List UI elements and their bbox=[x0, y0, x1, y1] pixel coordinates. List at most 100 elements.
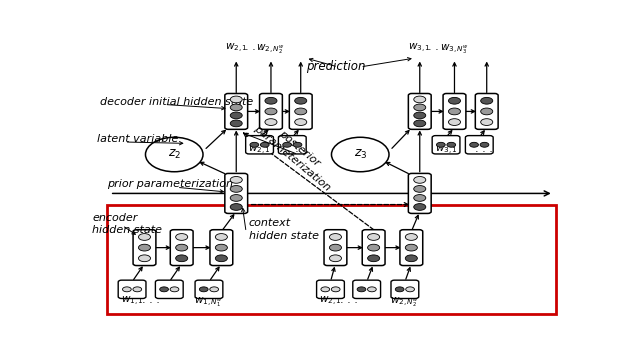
Text: $z_2$: $z_2$ bbox=[168, 148, 181, 161]
FancyBboxPatch shape bbox=[156, 280, 183, 299]
Text: encoder
hidden state: encoder hidden state bbox=[92, 213, 163, 235]
FancyBboxPatch shape bbox=[400, 230, 423, 266]
Text: prior parameterization: prior parameterization bbox=[108, 179, 234, 189]
Circle shape bbox=[160, 287, 168, 292]
Text: $w_{2,N_2^w}$: $w_{2,N_2^w}$ bbox=[257, 42, 285, 56]
FancyBboxPatch shape bbox=[443, 93, 466, 129]
FancyBboxPatch shape bbox=[353, 280, 381, 299]
Circle shape bbox=[170, 287, 179, 292]
Ellipse shape bbox=[332, 137, 389, 172]
Circle shape bbox=[215, 244, 227, 251]
Circle shape bbox=[250, 142, 259, 147]
Circle shape bbox=[449, 108, 461, 115]
Circle shape bbox=[260, 142, 269, 147]
FancyBboxPatch shape bbox=[408, 93, 431, 129]
Circle shape bbox=[138, 255, 150, 262]
Circle shape bbox=[405, 244, 417, 251]
FancyBboxPatch shape bbox=[225, 93, 248, 129]
Circle shape bbox=[414, 104, 426, 111]
Circle shape bbox=[230, 204, 243, 210]
FancyBboxPatch shape bbox=[289, 93, 312, 129]
Circle shape bbox=[330, 234, 342, 240]
Circle shape bbox=[283, 142, 291, 147]
Circle shape bbox=[449, 97, 461, 104]
Text: $w_{2,N_2^w}$: $w_{2,N_2^w}$ bbox=[390, 295, 419, 309]
Circle shape bbox=[413, 204, 426, 210]
Circle shape bbox=[230, 177, 243, 183]
Circle shape bbox=[138, 244, 150, 251]
Text: prediction: prediction bbox=[306, 60, 365, 73]
Text: $w_{3,N_3^w}$: $w_{3,N_3^w}$ bbox=[440, 42, 469, 56]
Circle shape bbox=[122, 287, 131, 292]
Text: . . .: . . . bbox=[244, 42, 262, 52]
Circle shape bbox=[294, 97, 307, 104]
Circle shape bbox=[470, 142, 479, 147]
Circle shape bbox=[481, 108, 493, 115]
FancyBboxPatch shape bbox=[260, 93, 282, 129]
Circle shape bbox=[230, 96, 242, 103]
Circle shape bbox=[230, 112, 242, 119]
Circle shape bbox=[367, 234, 380, 240]
Text: . . .: . . . bbox=[428, 42, 446, 52]
Circle shape bbox=[481, 119, 493, 126]
FancyBboxPatch shape bbox=[362, 230, 385, 266]
FancyBboxPatch shape bbox=[391, 280, 419, 299]
Circle shape bbox=[406, 287, 415, 292]
Circle shape bbox=[414, 120, 426, 127]
Circle shape bbox=[230, 186, 243, 192]
Text: $z_3$: $z_3$ bbox=[353, 148, 367, 161]
Circle shape bbox=[200, 287, 208, 292]
Circle shape bbox=[210, 287, 218, 292]
Text: . . .: . . . bbox=[288, 144, 306, 154]
Circle shape bbox=[265, 108, 277, 115]
Text: $w_{3,1}$: $w_{3,1}$ bbox=[408, 42, 431, 55]
Circle shape bbox=[175, 244, 188, 251]
Circle shape bbox=[480, 142, 489, 147]
Circle shape bbox=[414, 112, 426, 119]
FancyBboxPatch shape bbox=[408, 173, 431, 213]
Circle shape bbox=[230, 195, 243, 201]
Circle shape bbox=[436, 142, 445, 147]
Text: $w_{2,1}$: $w_{2,1}$ bbox=[248, 143, 271, 157]
Circle shape bbox=[138, 234, 150, 240]
Circle shape bbox=[265, 119, 277, 126]
Text: $w_{3,1}$: $w_{3,1}$ bbox=[435, 143, 458, 157]
Circle shape bbox=[215, 255, 227, 262]
FancyBboxPatch shape bbox=[324, 230, 347, 266]
Circle shape bbox=[330, 244, 342, 251]
Circle shape bbox=[481, 97, 493, 104]
Text: . . .: . . . bbox=[340, 295, 358, 305]
Circle shape bbox=[175, 234, 188, 240]
Text: . . .: . . . bbox=[476, 144, 493, 154]
Text: latent variable: latent variable bbox=[97, 134, 179, 144]
Text: context
hidden state: context hidden state bbox=[249, 218, 319, 241]
Circle shape bbox=[447, 142, 456, 147]
Circle shape bbox=[405, 255, 417, 262]
Circle shape bbox=[321, 287, 330, 292]
FancyBboxPatch shape bbox=[225, 173, 248, 213]
Text: $w_{2,1}$: $w_{2,1}$ bbox=[319, 295, 342, 308]
FancyBboxPatch shape bbox=[465, 136, 493, 154]
Circle shape bbox=[332, 287, 340, 292]
Circle shape bbox=[215, 234, 227, 240]
Circle shape bbox=[230, 104, 242, 111]
Circle shape bbox=[414, 96, 426, 103]
Ellipse shape bbox=[145, 137, 203, 172]
Circle shape bbox=[294, 119, 307, 126]
Circle shape bbox=[293, 142, 302, 147]
Circle shape bbox=[413, 186, 426, 192]
FancyBboxPatch shape bbox=[278, 136, 306, 154]
FancyBboxPatch shape bbox=[317, 280, 344, 299]
FancyBboxPatch shape bbox=[246, 136, 273, 154]
Circle shape bbox=[294, 108, 307, 115]
Circle shape bbox=[230, 120, 242, 127]
Circle shape bbox=[449, 119, 461, 126]
FancyBboxPatch shape bbox=[118, 280, 146, 299]
Text: . . .: . . . bbox=[141, 295, 159, 305]
Circle shape bbox=[330, 255, 342, 262]
FancyBboxPatch shape bbox=[133, 230, 156, 266]
Circle shape bbox=[357, 287, 366, 292]
FancyBboxPatch shape bbox=[432, 136, 460, 154]
Circle shape bbox=[405, 234, 417, 240]
Circle shape bbox=[413, 177, 426, 183]
